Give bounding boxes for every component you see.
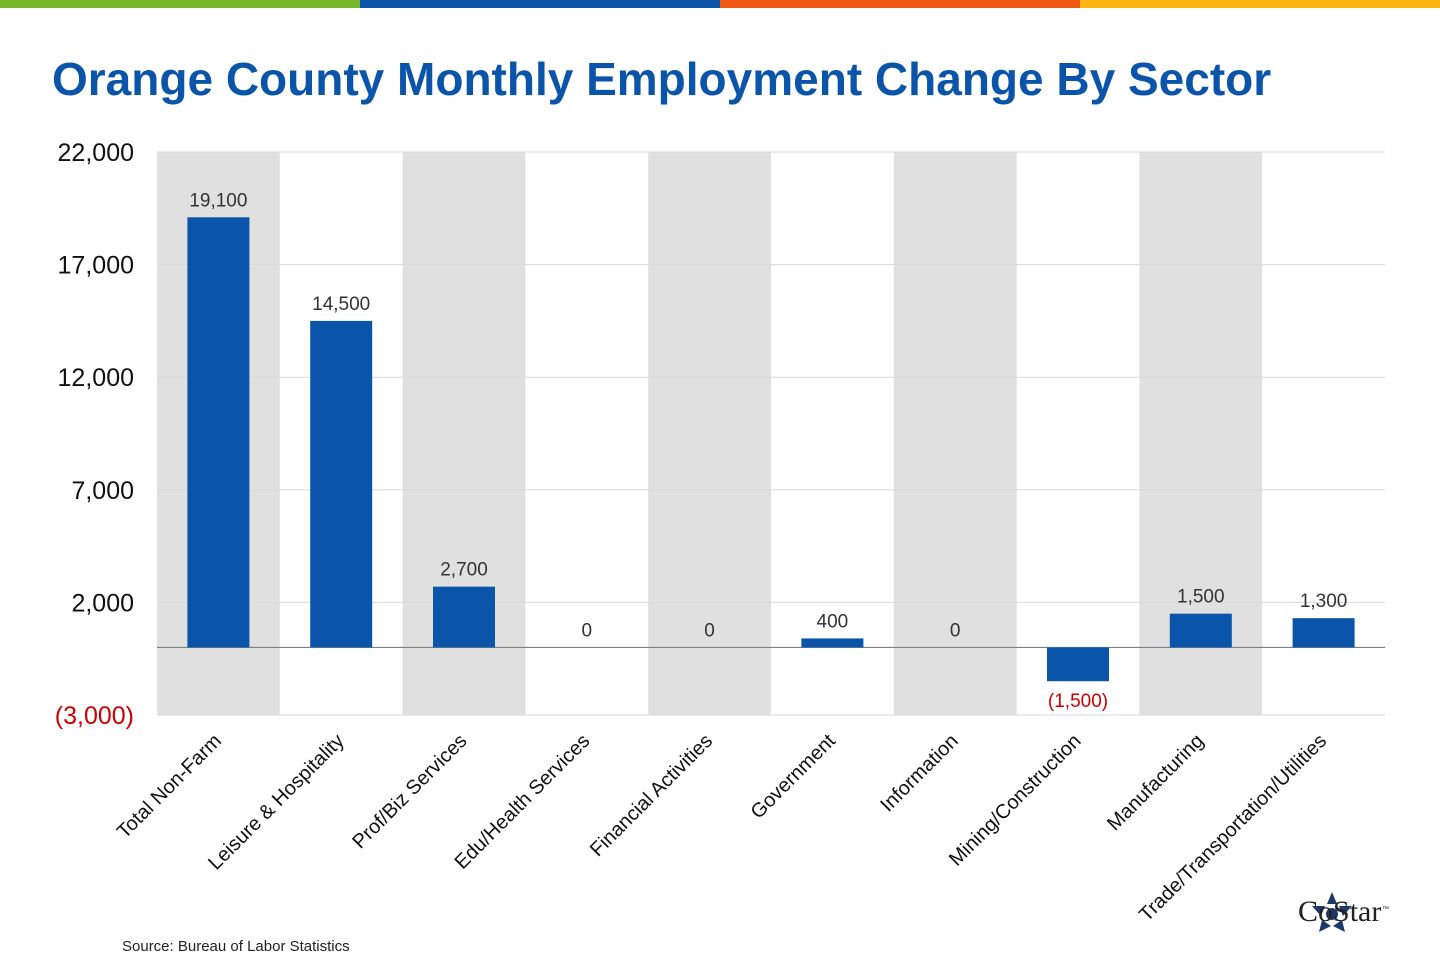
trademark-mark: ™ <box>1382 906 1389 913</box>
top-color-bar <box>0 0 1440 8</box>
data-label: 19,100 <box>189 190 247 211</box>
y-tick-label: 22,000 <box>58 139 134 167</box>
costar-logo-text: CoStar <box>1298 895 1382 928</box>
data-label: 0 <box>704 620 715 641</box>
x-tick-label: Leisure & Hospitality <box>204 730 348 874</box>
bar <box>1292 618 1355 648</box>
data-label: 400 <box>817 611 849 632</box>
chart-title: Orange County Monthly Employment Change … <box>52 53 1272 105</box>
data-label: 0 <box>582 620 593 641</box>
bar <box>433 586 495 648</box>
bar <box>1169 613 1232 648</box>
y-tick-label: 12,000 <box>58 364 134 392</box>
bar <box>1047 647 1109 682</box>
source-note: Source: Bureau of Labor Statistics <box>122 938 350 955</box>
top-bar-orange <box>720 0 1080 8</box>
x-tick-label: Prof/Biz Services <box>348 730 471 853</box>
y-tick-label: 7,000 <box>71 477 134 505</box>
data-label: (1,500) <box>1048 691 1108 712</box>
x-tick-label: Manufacturing <box>1103 730 1208 835</box>
category-band <box>893 152 1017 715</box>
x-tick-label: Mining/Construction <box>945 730 1086 871</box>
x-tick-label: Total Non-Farm <box>113 730 226 843</box>
x-tick-label: Financial Activities <box>586 730 717 861</box>
data-label: 1,500 <box>1177 587 1225 608</box>
y-tick-label: 17,000 <box>58 252 134 280</box>
x-tick-label: Edu/Health Services <box>451 730 595 874</box>
data-label: 1,300 <box>1300 591 1348 612</box>
y-tick-label: 2,000 <box>71 589 134 617</box>
bar <box>187 217 250 648</box>
top-bar-blue <box>360 0 720 8</box>
x-tick-label: Government <box>747 730 841 824</box>
costar-star-icon <box>1312 892 1352 932</box>
y-tick-label: (3,000) <box>55 702 134 730</box>
category-band <box>648 152 771 715</box>
top-bar-yellow <box>1080 0 1440 8</box>
bar <box>801 638 864 648</box>
data-label: 14,500 <box>312 294 370 315</box>
data-label: 2,700 <box>440 560 488 581</box>
x-tick-label: Information <box>876 730 962 816</box>
data-label: 0 <box>950 620 961 641</box>
bar <box>310 320 373 648</box>
top-bar-green <box>0 0 360 8</box>
